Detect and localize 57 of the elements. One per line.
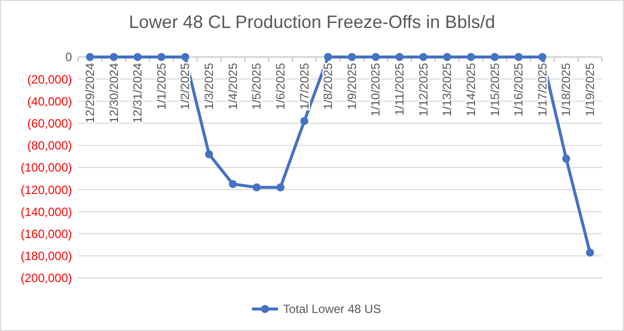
x-tick-label: 1/7/2025 — [297, 62, 312, 110]
point — [300, 117, 308, 126]
x-tick-label: 1/3/2025 — [202, 62, 216, 110]
y-tick-label: (200,000) — [20, 271, 72, 286]
point — [443, 53, 452, 61]
point — [419, 53, 428, 61]
point — [110, 53, 118, 61]
x-tick-label: 1/16/2025 — [512, 62, 526, 116]
y-tick-label: 0 — [65, 50, 72, 64]
point — [157, 53, 166, 61]
legend-label: Total Lower 48 US — [283, 302, 382, 316]
x-tick-label: 1/19/2025 — [583, 62, 597, 116]
x-tick-label: 1/11/2025 — [392, 62, 407, 116]
y-tick-label: (160,000) — [20, 227, 72, 241]
x-tick-label: 12/29/2024 — [83, 62, 97, 124]
point — [562, 154, 570, 163]
point — [348, 53, 356, 61]
point — [86, 53, 94, 61]
x-tick-label: 1/13/2025 — [440, 62, 454, 116]
x-tick-label: 1/15/2025 — [488, 62, 502, 116]
chart-title: Lower 48 CL Production Freeze-Offs in Bbls/d — [128, 12, 496, 32]
x-tick-label: 12/30/2024 — [106, 62, 121, 124]
point — [134, 53, 142, 61]
x-tick-label: 12/31/2024 — [130, 62, 145, 124]
y-tick-label: (100,000) — [20, 160, 72, 175]
point — [181, 53, 190, 61]
point — [372, 53, 380, 61]
y-tick-label: (20,000) — [27, 72, 72, 86]
x-tick-label: 1/8/2025 — [321, 62, 336, 110]
point — [205, 150, 214, 158]
point — [324, 53, 332, 61]
x-tick-label: 1/4/2025 — [226, 62, 240, 110]
x-tick-label: 1/5/2025 — [250, 62, 264, 110]
point — [228, 180, 237, 188]
x-tick-label: 1/12/2025 — [416, 62, 430, 116]
x-tick-label: 1/17/2025 — [535, 62, 550, 116]
y-tick-label: (120,000) — [20, 182, 72, 197]
point — [514, 53, 523, 61]
y-tick-label: (80,000) — [27, 138, 72, 153]
y-tick-label: (60,000) — [27, 116, 72, 130]
x-tick-label: 1/1/2025 — [154, 62, 168, 110]
point — [466, 53, 475, 61]
point — [396, 53, 404, 61]
x-tick-label: 1/10/2025 — [368, 62, 383, 116]
x-tick-label: 1/18/2025 — [559, 62, 574, 116]
x-tick-label: 1/2/2025 — [178, 62, 192, 110]
x-tick-label: 1/6/2025 — [273, 62, 288, 110]
y-tick-label: (180,000) — [20, 249, 72, 264]
y-tick-label: (40,000) — [27, 94, 72, 108]
y-tick-label: (140,000) — [20, 204, 72, 219]
point — [252, 183, 261, 192]
point — [538, 53, 546, 61]
x-tick-label: 1/9/2025 — [344, 62, 359, 110]
point — [276, 183, 284, 192]
point — [490, 53, 499, 61]
x-tick-label: 1/14/2025 — [464, 62, 478, 116]
point — [586, 248, 594, 257]
